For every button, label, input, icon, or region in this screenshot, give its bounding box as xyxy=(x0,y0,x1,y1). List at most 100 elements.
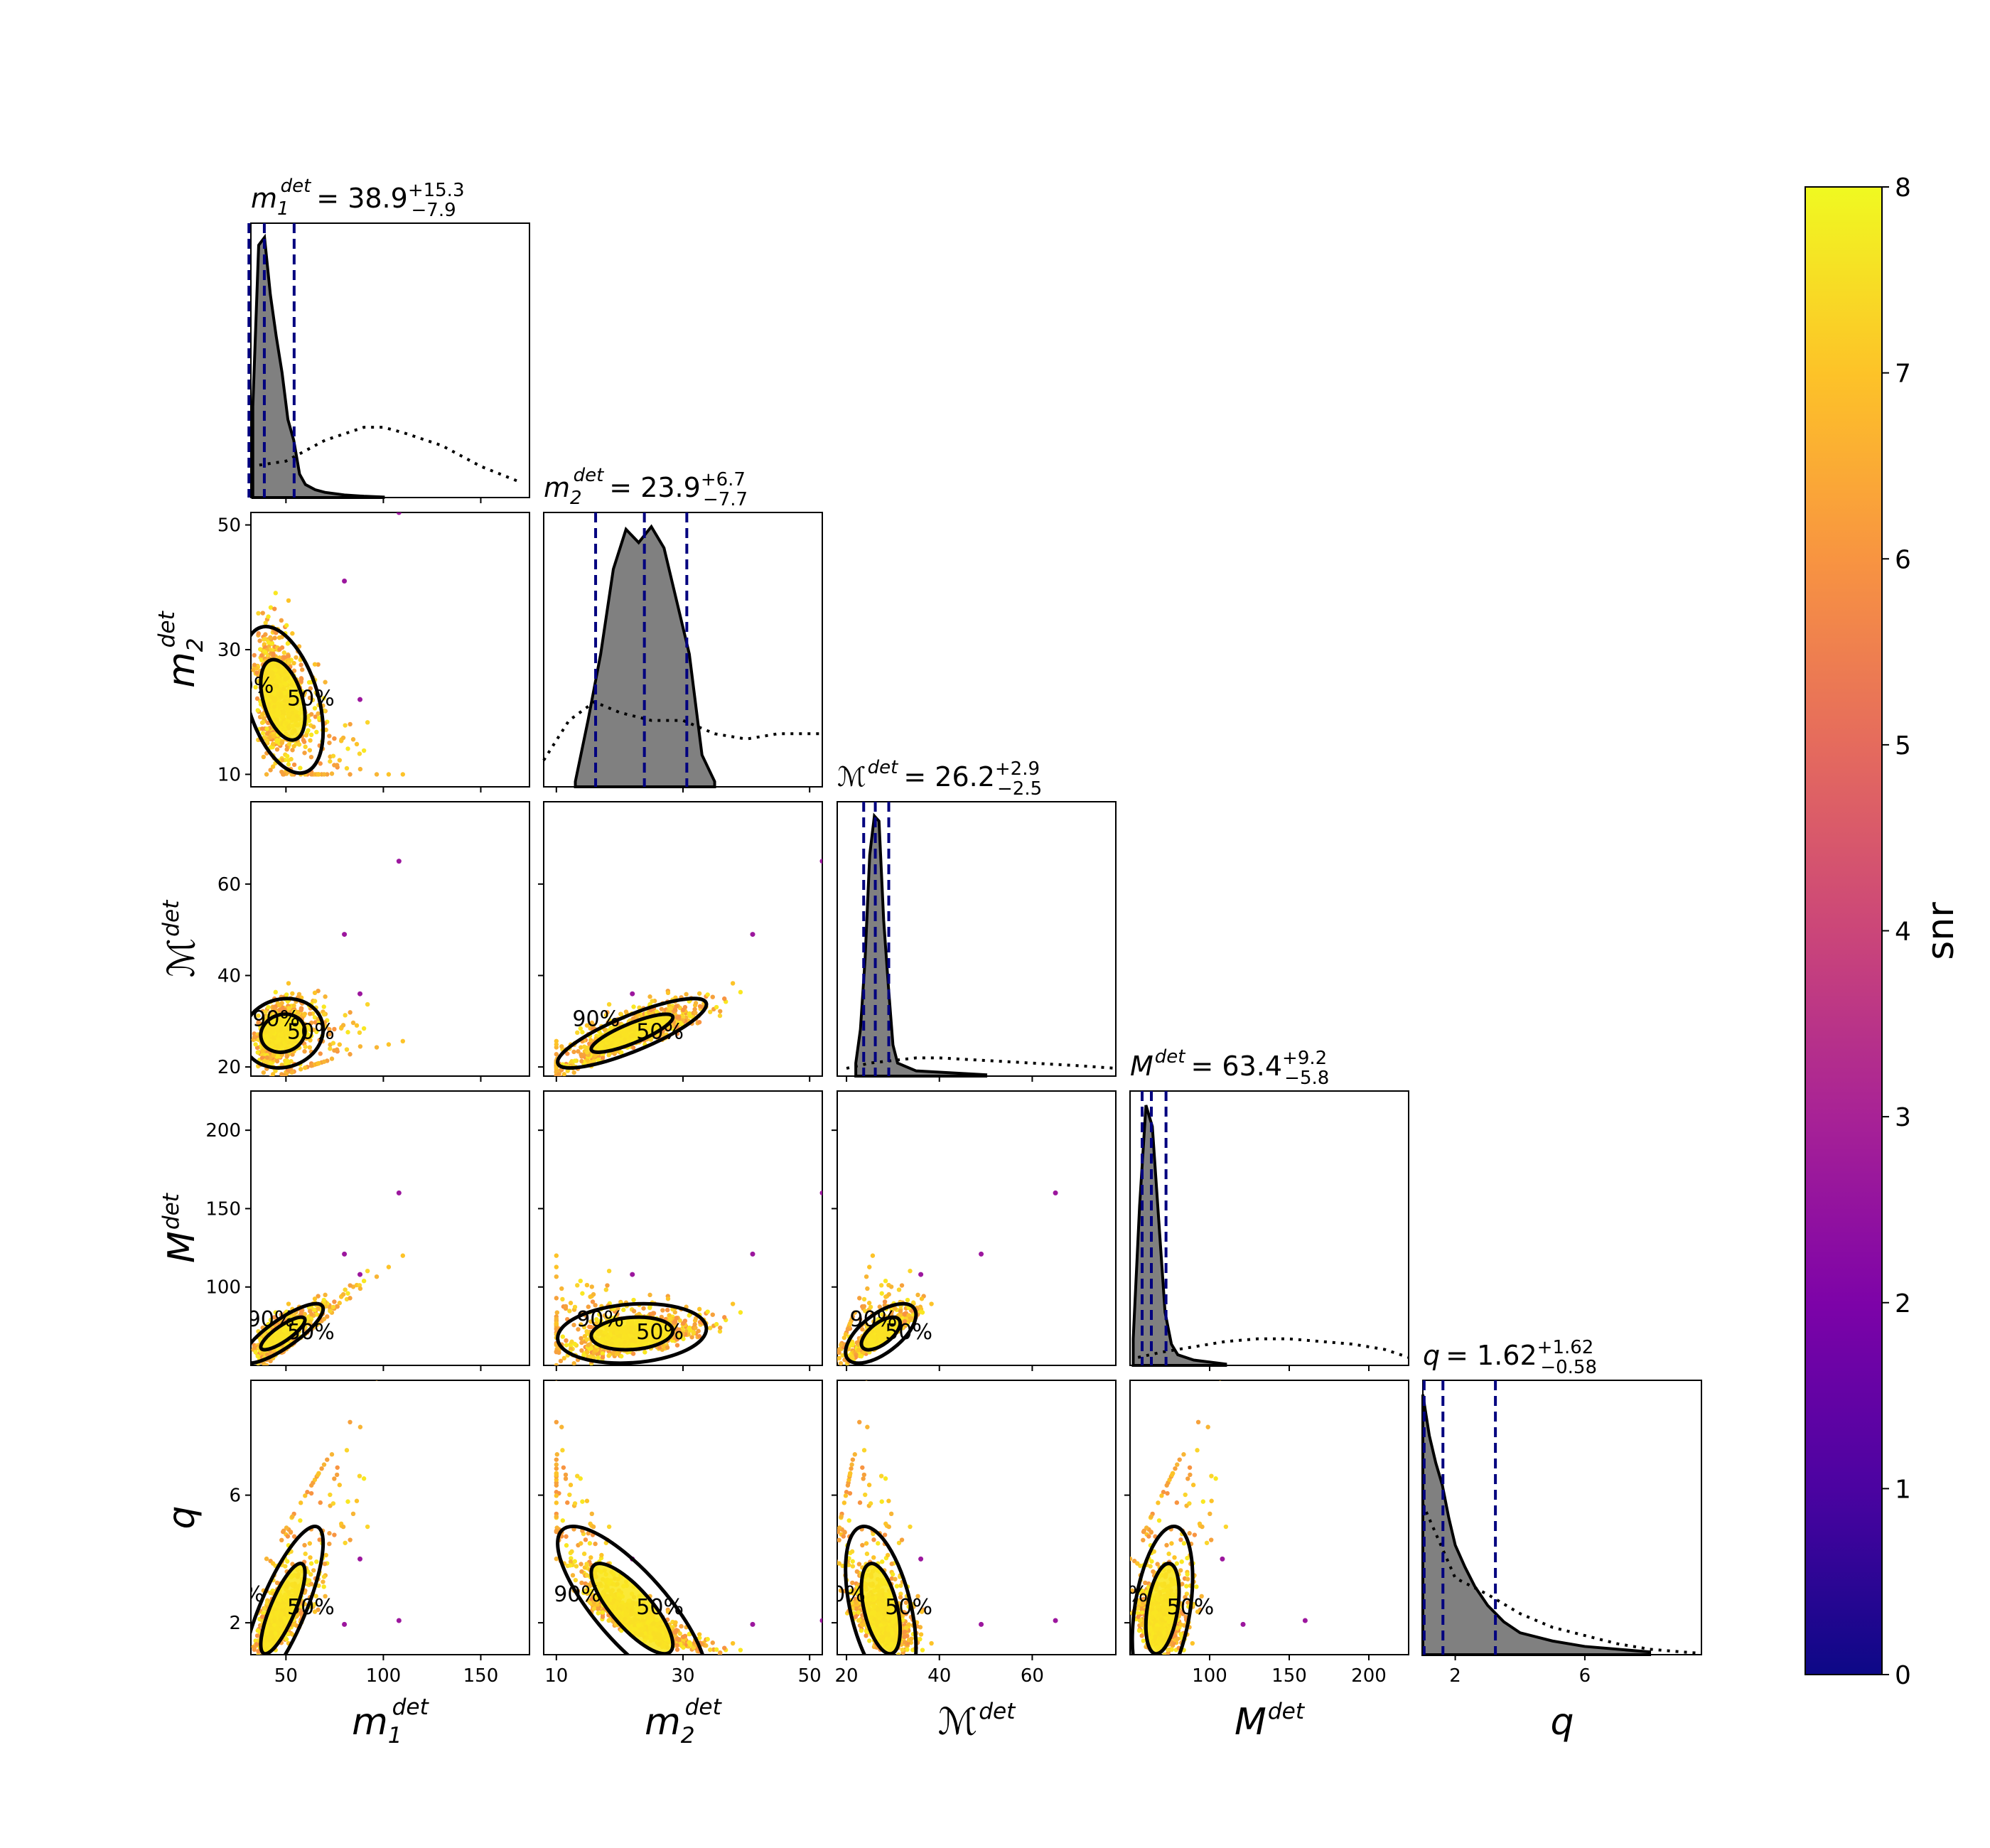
sample-point xyxy=(665,990,671,996)
sample-point xyxy=(303,1044,308,1049)
sample-point xyxy=(730,1301,736,1306)
sample-point xyxy=(312,1296,318,1301)
sample-point xyxy=(584,1050,590,1055)
sample-point xyxy=(291,743,296,749)
sample-point xyxy=(572,1341,578,1347)
sample-point xyxy=(332,736,337,741)
sample-point xyxy=(681,1336,686,1341)
sample-point xyxy=(559,1044,564,1049)
panel-M-vs-Mc: 50%90% xyxy=(832,1090,1117,1371)
sample-point xyxy=(291,762,297,768)
y-tick-label: 20 xyxy=(217,1057,241,1078)
sample-point xyxy=(579,1052,583,1057)
sample-point xyxy=(374,1045,380,1050)
sample-point xyxy=(623,1009,629,1014)
sample-point xyxy=(313,1020,318,1025)
sample-point xyxy=(323,1292,328,1298)
sample-point xyxy=(268,1055,273,1060)
sample-point xyxy=(274,747,280,752)
sample-point xyxy=(718,1325,723,1331)
sample-point xyxy=(255,708,260,713)
sample-point xyxy=(686,1332,691,1337)
sample-point xyxy=(350,737,356,742)
sample-point xyxy=(564,1343,569,1348)
sample-point xyxy=(693,1316,699,1321)
sample-point xyxy=(650,999,655,1004)
sample-point xyxy=(272,1006,277,1012)
sample-point xyxy=(303,1065,308,1070)
sample-point xyxy=(330,753,336,758)
sample-point xyxy=(286,1006,292,1011)
sample-point xyxy=(268,1317,274,1323)
sample-point xyxy=(316,1060,321,1066)
sample-point xyxy=(264,731,270,736)
sample-point xyxy=(672,1318,678,1324)
sample-point xyxy=(693,1325,698,1331)
title-sup: det xyxy=(574,465,605,486)
sample-point xyxy=(260,611,265,616)
sample-point xyxy=(857,1316,863,1322)
sample-point xyxy=(575,1030,580,1036)
sample-point xyxy=(561,1355,567,1361)
sample-point xyxy=(350,1020,356,1026)
sample-point xyxy=(579,1322,583,1327)
sample-point xyxy=(587,1324,592,1329)
low-snr-point xyxy=(357,1272,363,1277)
sample-point xyxy=(554,1326,559,1332)
sample-point xyxy=(587,1346,592,1351)
sample-point xyxy=(298,765,303,770)
sample-point xyxy=(290,631,295,636)
sample-point xyxy=(252,1345,257,1350)
sample-point xyxy=(837,1359,839,1363)
y-axis-label-Mc: ℳdet xyxy=(158,899,203,978)
sample-point xyxy=(631,1309,637,1314)
sample-point xyxy=(252,1034,257,1040)
sample-point xyxy=(571,1070,576,1075)
sample-point xyxy=(308,738,313,743)
sample-point xyxy=(693,1010,698,1016)
sample-point xyxy=(301,1012,306,1017)
sample-point xyxy=(307,1045,313,1050)
sample-point xyxy=(254,696,260,702)
sample-point xyxy=(286,598,291,603)
sample-point xyxy=(641,1306,646,1311)
sample-point xyxy=(576,1049,581,1054)
sample-point xyxy=(298,679,303,684)
contour-50 xyxy=(589,1012,675,1054)
sample-point xyxy=(584,1329,590,1334)
sample-point xyxy=(271,1053,276,1058)
sample-point xyxy=(611,1350,616,1356)
sample-point xyxy=(256,1013,261,1019)
sample-point xyxy=(361,748,367,753)
sample-point xyxy=(328,1309,333,1314)
sample-point xyxy=(313,714,318,719)
contour-label-50: 50% xyxy=(287,1020,335,1045)
sample-point xyxy=(264,1055,270,1060)
sample-point xyxy=(587,1041,592,1046)
panel-m1-vs-m1: m1det = 38.9+15.3 −7.9 xyxy=(247,176,530,503)
sample-point xyxy=(348,1052,353,1057)
sample-point xyxy=(345,746,350,751)
sample-point xyxy=(264,1352,270,1358)
sample-point xyxy=(343,1013,348,1018)
sample-point xyxy=(687,1328,693,1333)
sample-point xyxy=(298,1067,303,1072)
sample-point xyxy=(579,1336,583,1341)
sample-point xyxy=(631,1004,636,1009)
sample-point xyxy=(579,1058,584,1064)
y-tick-label: 40 xyxy=(217,965,241,987)
sample-point xyxy=(600,1055,606,1060)
sample-point xyxy=(554,1065,559,1070)
contour-50 xyxy=(259,657,307,742)
panel-title-m2: m2det = 23.9+6.7 −7.7 xyxy=(544,465,748,510)
sample-point xyxy=(361,1026,367,1031)
sample-point xyxy=(576,1327,581,1332)
sample-point xyxy=(274,1058,280,1064)
sample-point xyxy=(560,1334,566,1339)
sample-point xyxy=(298,1007,303,1013)
contour-label-50: 50% xyxy=(636,1020,684,1045)
sample-point xyxy=(665,1345,670,1350)
sample-point xyxy=(281,650,287,655)
low-snr-point xyxy=(750,932,755,938)
sample-point xyxy=(668,1316,673,1321)
